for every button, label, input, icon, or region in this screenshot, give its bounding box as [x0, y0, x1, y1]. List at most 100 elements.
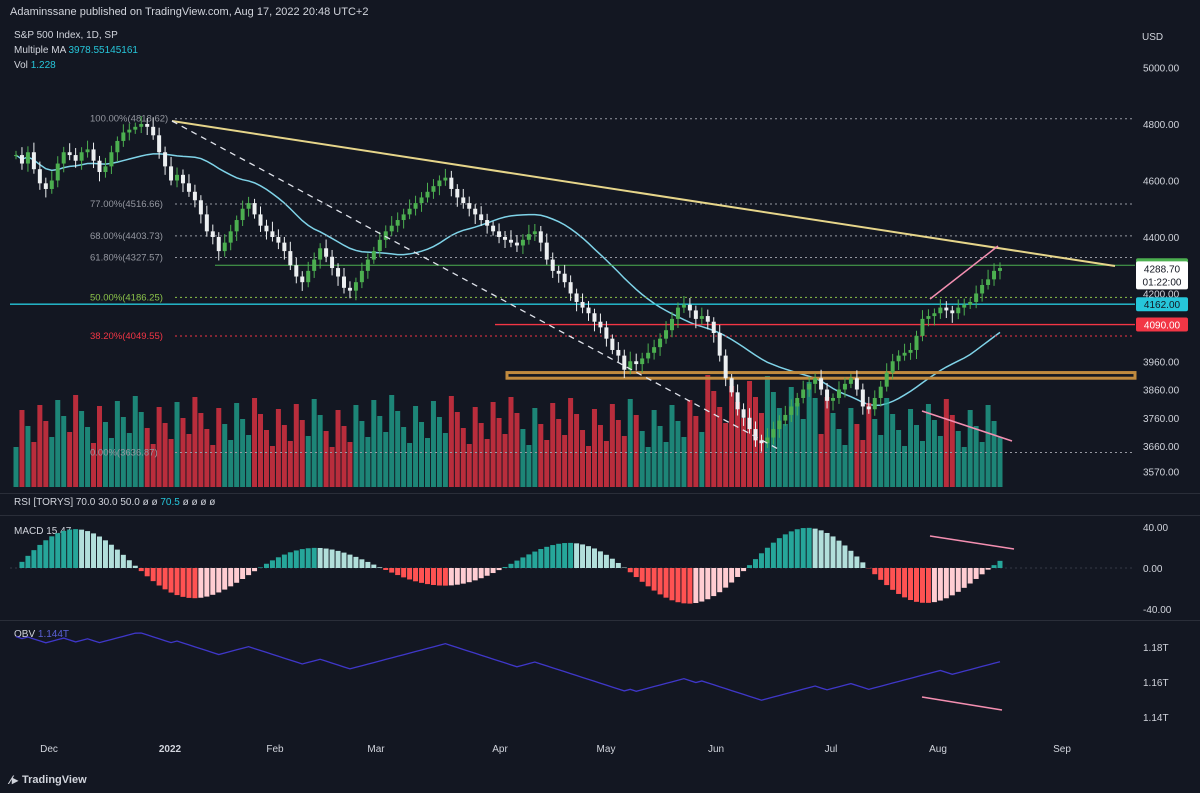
macd-bar: [436, 568, 442, 586]
candle-body: [610, 338, 615, 350]
volume-bar: [568, 398, 574, 487]
candle-body: [383, 231, 388, 240]
macd-bar: [430, 568, 436, 585]
candle-body: [353, 282, 358, 291]
volume-bar: [532, 408, 538, 487]
candle-body: [926, 316, 931, 319]
macd-bar: [395, 568, 401, 576]
volume-bar: [275, 409, 281, 487]
candle-body: [401, 214, 406, 221]
macd-bar: [532, 551, 538, 568]
macd-bar: [186, 568, 192, 598]
volume-bar: [961, 447, 967, 487]
volume-bar: [466, 444, 472, 487]
macd-bar: [102, 540, 108, 568]
macd-bar: [335, 550, 341, 568]
volume-bar: [502, 434, 508, 487]
macd-bar: [651, 568, 657, 591]
macd-bar: [657, 568, 663, 595]
candle-body: [431, 186, 436, 192]
volume-bar: [258, 414, 264, 487]
rsi-value: 70.5: [160, 497, 180, 508]
candle-body: [318, 248, 323, 260]
candle-body: [180, 174, 185, 184]
candle-body: [43, 183, 48, 189]
macd-bar: [43, 540, 49, 568]
macd-bar: [192, 568, 198, 599]
candle-body: [687, 304, 692, 311]
volume-bar: [323, 431, 329, 487]
macd-bar: [472, 568, 478, 581]
candle-body: [252, 203, 257, 215]
x-tick-label: Dec: [40, 744, 58, 755]
obv-y-tick: 1.18T: [1143, 643, 1169, 654]
candle-body: [79, 152, 84, 161]
fib-label: 0.00%(3636.87): [90, 448, 158, 459]
volume-bar: [31, 442, 37, 487]
volume-bar: [854, 424, 860, 487]
volume-bar: [13, 447, 19, 487]
volume-bar: [776, 408, 782, 487]
candle-body: [175, 174, 180, 181]
candle-body: [342, 276, 346, 288]
macd-bar: [371, 564, 377, 568]
macd-bar: [287, 552, 293, 568]
candle-body: [300, 276, 305, 283]
macd-label-row[interactable]: MACD 15.47: [14, 526, 71, 537]
volume-bar: [25, 426, 31, 487]
macd-y-tick: -40.00: [1143, 605, 1172, 616]
volume-bar: [663, 442, 669, 487]
volume-bar: [669, 405, 675, 487]
obv-label-row[interactable]: OBV 1.144T: [14, 629, 69, 640]
candle-body: [234, 220, 239, 232]
volume-bar: [281, 425, 287, 487]
candle-body: [395, 220, 400, 226]
candle-body: [634, 361, 639, 365]
volume-bar: [448, 396, 454, 487]
macd-bar: [37, 544, 43, 568]
candle-body: [449, 177, 454, 189]
volume-bar: [973, 426, 979, 487]
volume-bar: [699, 432, 705, 487]
candle-body: [992, 270, 997, 280]
macd-bar: [323, 548, 329, 568]
candle-body: [467, 203, 472, 209]
macd-bar: [645, 568, 651, 587]
volume-bar: [597, 425, 603, 487]
rsi-label-row[interactable]: RSI [TORYS] 70.0 30.0 50.0 ø ø 70.5 ø ø …: [14, 497, 215, 508]
volume-bar: [800, 419, 806, 487]
footer: ⁄▸ TradingView: [10, 773, 87, 787]
macd-bar: [305, 548, 311, 568]
candle-body: [938, 307, 943, 314]
candle-body: [819, 378, 824, 390]
macd-bar: [937, 568, 943, 601]
volume-bar: [401, 427, 407, 487]
macd-bar: [174, 568, 180, 596]
macd-bar: [359, 559, 365, 568]
volume-bar: [192, 397, 198, 487]
macd-bar: [478, 568, 484, 579]
macd-bar: [317, 547, 323, 568]
volume-bar: [198, 413, 204, 487]
macd-bar: [377, 567, 383, 568]
volume-bar: [478, 423, 484, 487]
downtrend-line: [171, 120, 1116, 267]
volume-bar: [365, 437, 371, 487]
volume-bar: [359, 421, 365, 487]
volume-bar: [472, 407, 478, 487]
volume-bar: [729, 386, 735, 487]
macd-bar: [210, 568, 216, 595]
publisher-line: Adaminssane published on TradingView.com…: [10, 6, 369, 18]
candle-body: [854, 378, 859, 390]
y-tick-label: 3570.00: [1143, 467, 1180, 478]
candle-body: [759, 440, 764, 444]
candle-body: [25, 152, 30, 164]
volume-bar: [931, 420, 937, 487]
fib-label: 50.00%(4186.25): [90, 292, 163, 303]
dashed-trend-line: [171, 120, 781, 451]
volume-bar: [818, 434, 824, 487]
volume-bar: [180, 418, 186, 487]
macd-bar: [108, 544, 114, 568]
candle-body: [664, 330, 669, 339]
